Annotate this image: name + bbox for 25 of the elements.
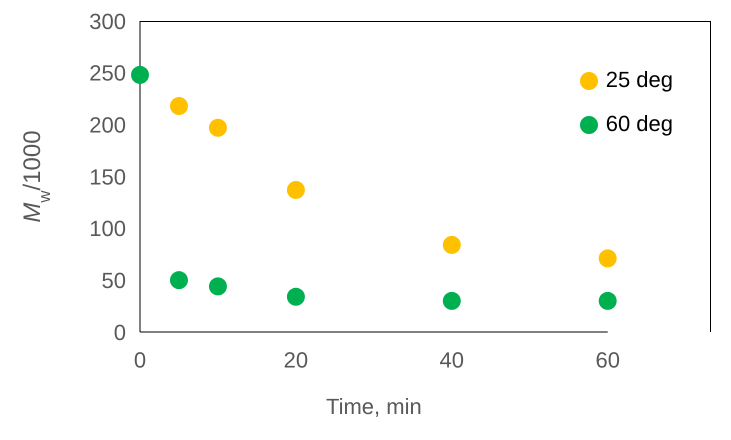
x-axis-title: Time, min: [326, 394, 422, 419]
legend-label: 25 deg: [606, 67, 673, 92]
point: [598, 249, 617, 268]
y-tick-label: 50: [102, 268, 126, 293]
x-tick-label: 40: [440, 348, 464, 373]
point: [170, 97, 188, 116]
point: [442, 236, 461, 254]
y-tick-label: 300: [89, 8, 126, 34]
y-tick-label: 100: [89, 216, 126, 242]
x-tick-label: 60: [595, 348, 620, 373]
point: [442, 292, 461, 310]
legend-label: 60 deg: [606, 111, 673, 136]
x-tick-label: 0: [134, 348, 146, 373]
y-tick-label: 200: [89, 112, 126, 138]
y-tick-label: 250: [89, 60, 126, 86]
point: [286, 180, 305, 199]
y-tick-label: 0: [114, 320, 126, 345]
point: [208, 277, 227, 296]
point: [131, 66, 149, 84]
x-tick-label: 20: [284, 348, 308, 373]
point: [170, 271, 188, 290]
point: [208, 118, 227, 137]
y-tick-label: 150: [89, 164, 126, 190]
point: [598, 292, 617, 310]
point: [286, 288, 305, 306]
